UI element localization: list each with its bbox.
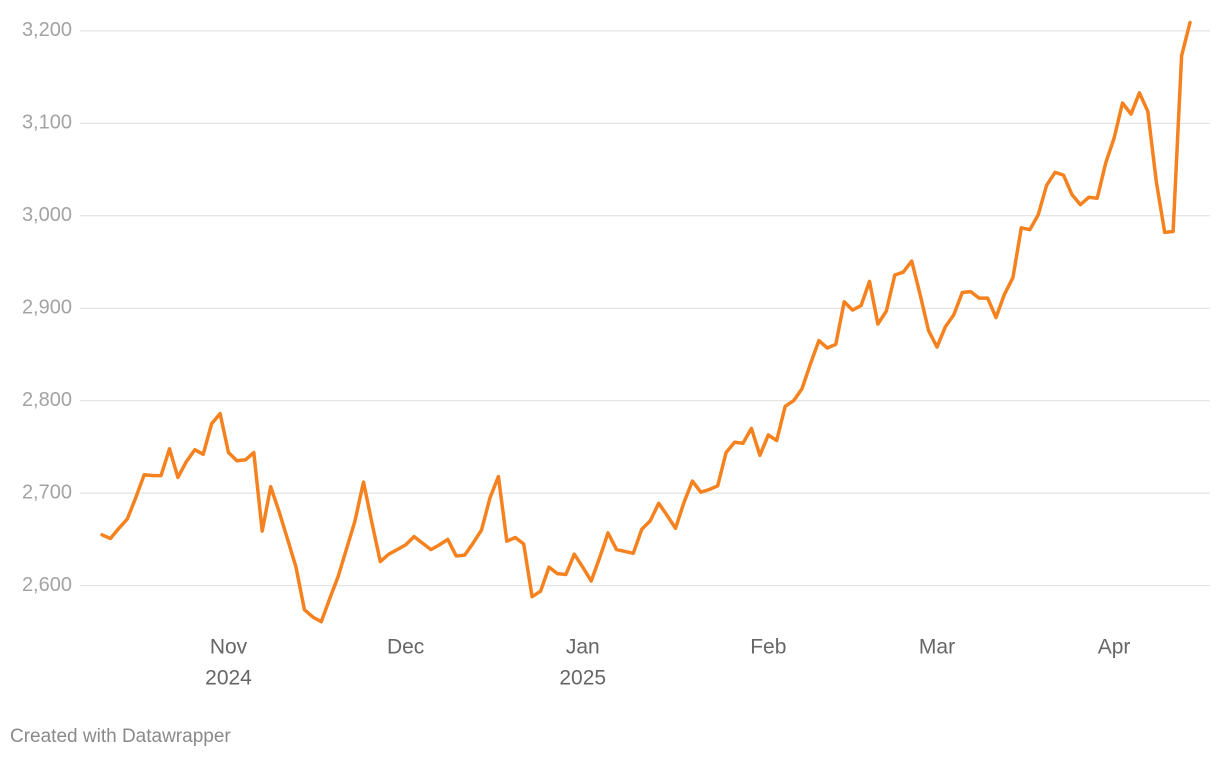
y-tick-label: 2,900 bbox=[22, 297, 72, 319]
x-tick-label: Feb bbox=[750, 636, 786, 659]
y-tick-label: 2,700 bbox=[22, 481, 72, 503]
x-tick-year: 2025 bbox=[559, 667, 606, 690]
credit: Created with Datawrapper bbox=[10, 726, 231, 747]
y-tick-label: 3,100 bbox=[22, 112, 72, 134]
y-tick-label: 3,200 bbox=[22, 19, 72, 41]
x-tick-label: Nov bbox=[210, 636, 248, 659]
x-tick-label: Dec bbox=[387, 636, 424, 659]
line bbox=[100, 20, 1192, 624]
x-tick-year: 2024 bbox=[205, 667, 252, 690]
y-tick-label: 2,800 bbox=[22, 389, 72, 411]
x-tick-label: Mar bbox=[919, 636, 955, 659]
x-tick-label: Apr bbox=[1098, 636, 1131, 659]
y-tick-label: 2,600 bbox=[22, 574, 72, 596]
y-tick-label: 3,000 bbox=[22, 204, 72, 226]
x-tick-label: Jan bbox=[566, 636, 600, 659]
